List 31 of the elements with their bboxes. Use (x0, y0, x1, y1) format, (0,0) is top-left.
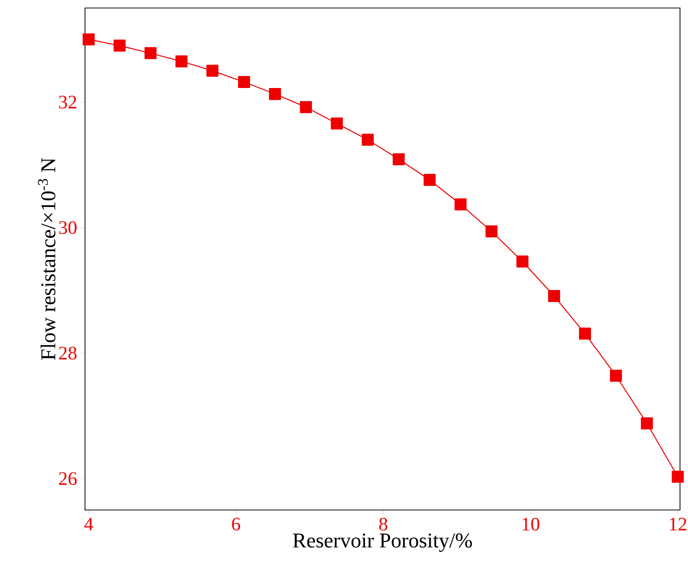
y-tick-label: 30 (59, 221, 77, 234)
point (82, 33, 95, 46)
point (610, 370, 622, 382)
x-tick-label: 8 (379, 518, 388, 531)
point (300, 101, 312, 114)
y-tick-label: 28 (59, 346, 77, 360)
point (485, 225, 498, 238)
point (330, 117, 343, 130)
x-tick-label: 6 (232, 518, 240, 531)
point (206, 64, 218, 77)
point (579, 328, 592, 340)
point (672, 470, 684, 483)
point (144, 47, 157, 60)
x-axis-title: Reservoir Porosity/% (293, 533, 472, 552)
y-axis-title: Flow resistance/×10$^{-3}$ N (38, 158, 56, 360)
point (238, 76, 250, 88)
point (392, 153, 405, 166)
point (548, 290, 560, 302)
y-tick-label: 32 (59, 96, 76, 109)
x-tick-label: 12 (670, 518, 686, 530)
point (175, 55, 188, 68)
point (424, 174, 436, 186)
point (362, 134, 374, 146)
x-tick-label: 10 (522, 518, 540, 531)
point (516, 256, 528, 268)
point (454, 198, 467, 210)
point (640, 417, 653, 430)
x-tick-label: 4 (84, 518, 94, 530)
point (268, 88, 281, 100)
point (114, 40, 126, 52)
y-tick-label: 26 (59, 472, 77, 486)
